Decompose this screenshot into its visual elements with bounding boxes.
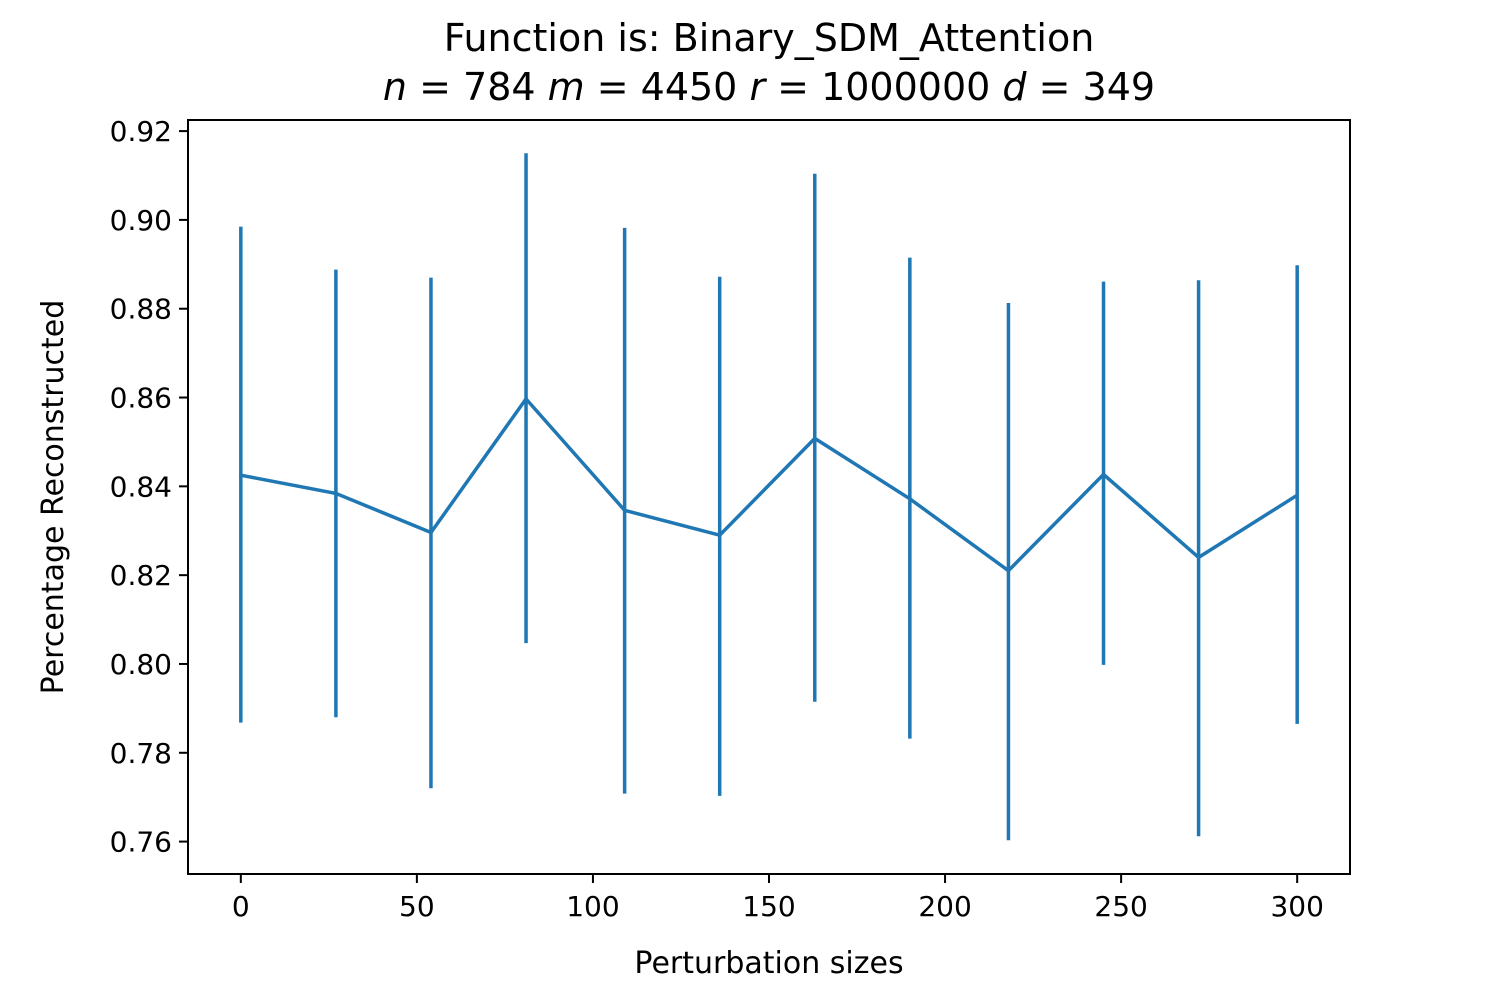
- y-axis: 0.76 0.78 0.80 0.82 0.84 0.86 0.88 0.90 0.92: [110, 115, 188, 859]
- data-point: [622, 508, 627, 513]
- data-point: [1101, 472, 1106, 477]
- y-tick-label: 0.80: [110, 648, 172, 681]
- data-point: [334, 491, 338, 496]
- x-tick-label: 200: [918, 890, 971, 923]
- subtitle-var-m: m: [536, 65, 585, 109]
- data-point: [717, 533, 722, 537]
- x-tick-label: 100: [566, 890, 619, 923]
- y-tick-label: 0.78: [110, 737, 172, 770]
- y-tick-label: 0.82: [110, 559, 172, 592]
- subtitle-var-r: r: [737, 65, 767, 109]
- chart-subtitle: n = 784 m = 4450 r = 1000000 d = 349: [383, 65, 1155, 109]
- subtitle-value-r: = 1000000: [765, 65, 990, 109]
- data-point: [239, 473, 243, 478]
- chart-title: Function is: Binary_SDM_Attention: [444, 16, 1095, 60]
- y-tick-label: 0.90: [110, 204, 172, 237]
- data-point: [812, 436, 817, 441]
- data-point: [1295, 493, 1299, 498]
- plot-area: [239, 153, 1299, 841]
- series-line: [240, 396, 1299, 574]
- x-tick-label: 300: [1270, 890, 1323, 923]
- y-tick-label: 0.84: [110, 470, 172, 503]
- x-axis-label: Perturbation sizes: [634, 946, 903, 981]
- x-tick-label: 50: [399, 890, 435, 923]
- y-tick-label: 0.88: [110, 293, 172, 326]
- subtitle-value-m: = 4450: [585, 65, 738, 109]
- data-point: [524, 397, 528, 401]
- subtitle-var-d: d: [990, 65, 1027, 109]
- x-axis: 0 50 100 150 200 250 300: [232, 874, 1324, 923]
- y-tick-label: 0.86: [110, 382, 172, 415]
- data-point: [429, 530, 433, 535]
- subtitle-value-n: = 784: [407, 65, 536, 109]
- x-tick-label: 150: [742, 890, 795, 923]
- subtitle-value-d: = 349: [1027, 65, 1156, 109]
- data-point: [1196, 555, 1201, 560]
- x-tick-label: 250: [1094, 890, 1147, 923]
- x-tick-label: 0: [232, 890, 250, 923]
- y-tick-label: 0.76: [110, 826, 172, 859]
- y-tick-label: 0.92: [110, 115, 172, 148]
- y-axis-label: Percentage Reconstructed: [36, 300, 71, 695]
- data-point: [1006, 568, 1011, 573]
- data-point: [908, 496, 912, 501]
- subtitle-var-n: n: [383, 65, 407, 109]
